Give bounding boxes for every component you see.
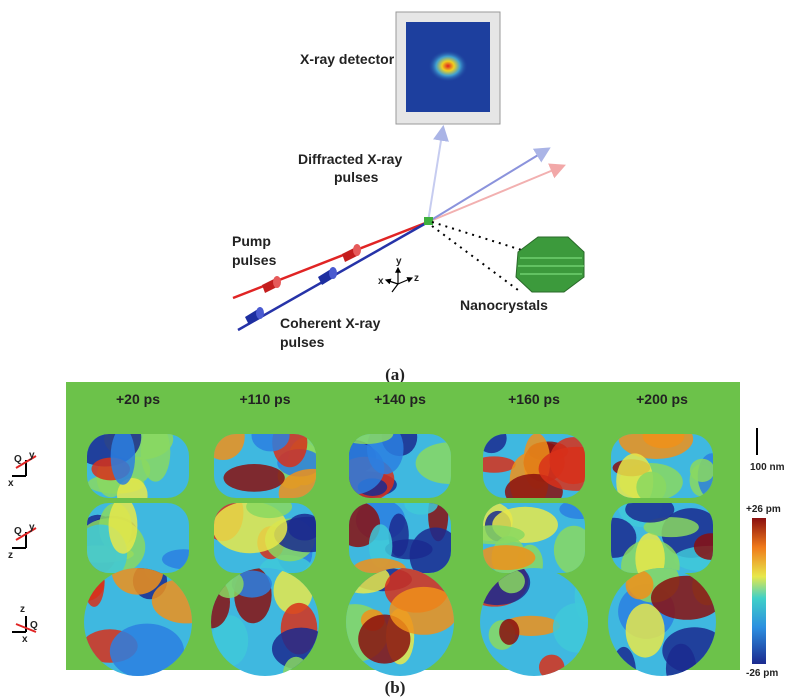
blob [665,643,697,676]
diffracted-beam [427,124,449,223]
label: pulses [232,252,277,268]
label: Nanocrystals [460,297,548,313]
blob [552,603,588,653]
colorbar-min: -26 pm [746,668,778,679]
orient-label: x [8,478,14,489]
q-arrow [15,527,37,541]
blob [499,618,520,645]
map [611,434,713,498]
map [214,503,316,573]
blob [625,503,675,523]
sample [424,217,433,225]
blob [415,442,451,485]
time-label: +160 ps [508,391,560,407]
blob [483,525,525,545]
orient-label: Q [14,526,22,537]
blob [349,503,381,548]
blob [111,568,164,595]
label: pulses [334,169,379,185]
map [87,434,189,498]
q-arrow [15,623,37,633]
label: pulses [280,334,325,350]
time-label: +200 ps [636,391,688,407]
blob [352,558,407,573]
nanocrystal-lines [518,257,584,275]
axis-label: z [414,273,419,284]
blob [388,513,409,557]
orient-label: y [29,522,35,533]
blob [287,513,316,541]
blob [693,533,713,560]
blob [643,517,699,538]
map [483,434,585,498]
blob [636,471,667,498]
blob [368,524,393,568]
caption: (a) [385,365,405,384]
blob [140,434,171,482]
zoom-lines [431,221,529,291]
blob [223,464,285,492]
blob [108,503,138,554]
colorbar [752,518,766,664]
blob [272,434,308,468]
blob [483,545,536,571]
time-label: +140 ps [374,391,426,407]
blob [404,503,439,515]
label: Pump [232,233,271,249]
blob [625,570,654,600]
orient-label: z [20,604,25,615]
orient-label: z [8,550,13,561]
label: X-ray detector [300,51,395,67]
blob [110,434,136,485]
blob [259,554,314,573]
blob [246,503,293,519]
map [611,503,713,573]
blob [625,603,665,658]
map [349,503,451,573]
blob [358,614,411,664]
blob [689,458,713,482]
axis-label: y [396,256,402,267]
strain-maps [84,434,716,676]
blob [109,623,185,676]
axis-label: x [378,276,384,287]
nanocrystal [515,236,585,293]
time-label: +20 ps [116,391,160,407]
orient-label: y [29,450,35,461]
scale-label: 100 nm [750,462,785,473]
orient-label: x [22,634,28,645]
orient-label: Q [30,620,38,631]
blob [538,446,585,491]
pump-beam-out [427,163,566,223]
time-label: +110 ps [240,391,291,407]
blob [483,456,516,473]
orientation: zQx [12,604,38,645]
blob [539,654,565,676]
caption: (b) [385,678,406,697]
colorbar-max: +26 pm [746,504,781,515]
detector [395,11,501,125]
label: Diffracted X-ray [298,151,402,167]
blob [117,477,148,498]
blob [251,434,290,452]
blob [161,549,189,570]
blob [642,434,685,449]
q-arrow [15,455,37,469]
orient-label: Q [14,454,22,465]
blob [389,586,454,635]
label: Coherent X-ray [280,315,381,331]
blob [151,578,192,624]
pulses [245,244,361,325]
xray-beam-out [427,147,551,223]
axes-a [384,266,414,293]
blob [611,517,637,558]
